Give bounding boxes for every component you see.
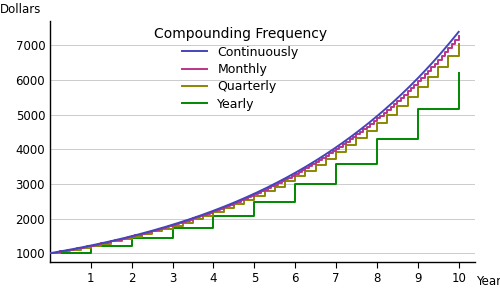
Continuously: [404, 88, 409, 91]
Continuously: [118, 237, 124, 241]
Yearly: [210, 226, 216, 230]
Line: Continuously: Continuously: [50, 32, 459, 253]
Quarterly: [354, 144, 360, 147]
Continuously: [94, 243, 100, 246]
Yearly: [170, 236, 175, 240]
Yearly: [333, 162, 339, 166]
Yearly: [210, 214, 216, 218]
Monthly: [204, 213, 210, 217]
Yearly: [252, 200, 258, 203]
Continuously: [47, 251, 53, 255]
Quarterly: [302, 169, 308, 172]
Quarterly: [404, 104, 410, 108]
Monthly: [452, 42, 458, 46]
Monthly: [378, 117, 384, 120]
Yearly: [374, 137, 380, 141]
Legend: Continuously, Monthly, Quarterly, Yearly: Continuously, Monthly, Quarterly, Yearly: [154, 27, 327, 111]
Quarterly: [272, 185, 278, 188]
Quarterly: [415, 85, 421, 89]
Yearly: [374, 162, 380, 166]
Yearly: [252, 214, 258, 218]
Monthly: [282, 179, 288, 183]
Line: Quarterly: Quarterly: [50, 44, 459, 253]
Yearly: [88, 251, 94, 255]
Line: Monthly: Monthly: [50, 36, 459, 253]
Yearly: [292, 200, 298, 203]
Y-axis label: Dollars: Dollars: [0, 3, 41, 16]
Yearly: [128, 244, 134, 248]
Monthly: [456, 34, 462, 38]
Yearly: [170, 226, 175, 230]
Yearly: [292, 183, 298, 186]
Monthly: [47, 251, 53, 255]
Yearly: [47, 251, 53, 255]
Quarterly: [47, 251, 53, 255]
Line: Yearly: Yearly: [50, 73, 459, 253]
Yearly: [415, 107, 421, 111]
Continuously: [448, 40, 454, 44]
Yearly: [333, 183, 339, 186]
Monthly: [350, 138, 356, 141]
Quarterly: [456, 42, 462, 46]
Yearly: [456, 107, 462, 111]
Yearly: [88, 244, 94, 248]
Yearly: [128, 236, 134, 240]
Yearly: [415, 137, 421, 141]
X-axis label: Years: Years: [476, 275, 500, 288]
Continuously: [456, 30, 462, 34]
Quarterly: [384, 121, 390, 125]
Yearly: [456, 72, 462, 75]
Continuously: [204, 211, 210, 215]
Continuously: [222, 205, 228, 208]
Monthly: [94, 243, 100, 247]
